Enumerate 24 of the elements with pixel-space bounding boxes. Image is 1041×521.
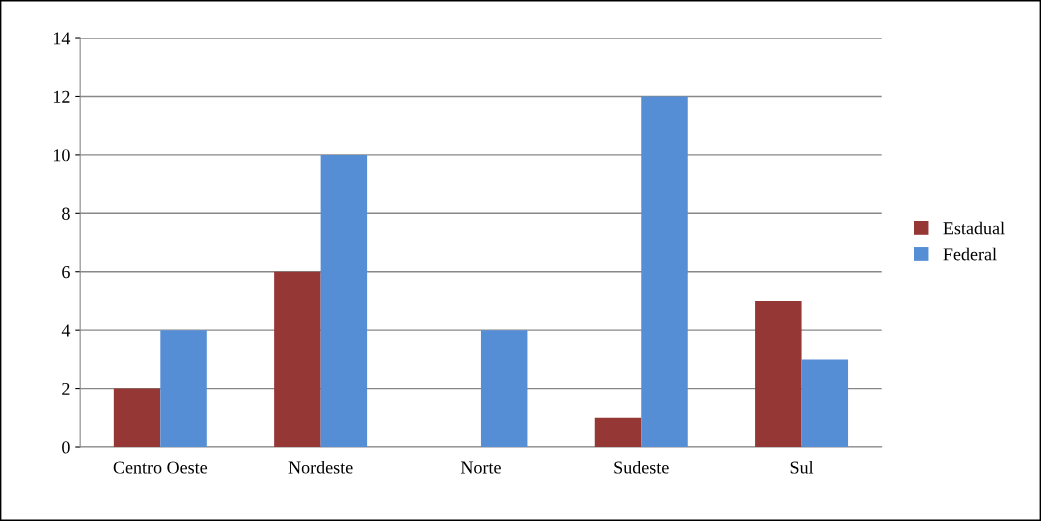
y-tick-label: 6 bbox=[62, 266, 70, 279]
bar bbox=[480, 330, 528, 448]
bar bbox=[160, 330, 207, 448]
legend-label: Estadual bbox=[943, 221, 1005, 235]
y-tick-label: 14 bbox=[53, 32, 71, 45]
bar bbox=[113, 388, 161, 448]
bar bbox=[594, 417, 642, 448]
y-tick-label: 12 bbox=[53, 90, 70, 103]
y-tick-label: 4 bbox=[61, 324, 71, 337]
bar bbox=[320, 154, 368, 448]
y-tick-label: 0 bbox=[62, 441, 70, 454]
x-tick-label: Sudeste bbox=[614, 460, 669, 474]
bar bbox=[801, 359, 849, 448]
legend-label: Federal bbox=[943, 247, 997, 261]
x-tick-label: Norte bbox=[460, 461, 501, 474]
x-tick-label: Sul bbox=[790, 460, 814, 474]
bar bbox=[641, 96, 688, 448]
bar bbox=[755, 300, 802, 448]
y-tick-label: 8 bbox=[62, 207, 70, 220]
y-tick-label: 2 bbox=[62, 382, 70, 395]
y-tick-label: 10 bbox=[53, 149, 70, 162]
x-tick-label: Nordeste bbox=[288, 460, 353, 474]
x-tick-label: Centro Oeste bbox=[113, 461, 208, 474]
bar bbox=[274, 271, 321, 448]
